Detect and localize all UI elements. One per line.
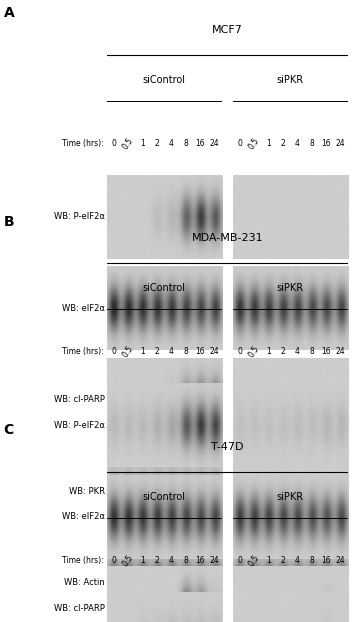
Text: 0: 0 xyxy=(237,348,242,356)
Text: 16: 16 xyxy=(196,556,205,565)
Text: 0.5: 0.5 xyxy=(247,553,261,568)
Text: 0: 0 xyxy=(237,556,242,565)
Text: WB: P-eIF2α: WB: P-eIF2α xyxy=(54,420,105,430)
Text: 24: 24 xyxy=(210,556,219,565)
Text: 24: 24 xyxy=(336,348,345,356)
Text: 1: 1 xyxy=(140,556,145,565)
Text: siControl: siControl xyxy=(143,75,186,85)
Text: siControl: siControl xyxy=(143,492,186,502)
Text: 1: 1 xyxy=(140,348,145,356)
Text: MDA-MB-231: MDA-MB-231 xyxy=(191,233,263,243)
Text: 4: 4 xyxy=(169,348,174,356)
Text: 0: 0 xyxy=(111,556,116,565)
Text: MCF7: MCF7 xyxy=(212,25,242,35)
Text: 16: 16 xyxy=(322,556,331,565)
Text: 8: 8 xyxy=(310,348,314,356)
Text: 4: 4 xyxy=(295,139,300,148)
Text: siPKR: siPKR xyxy=(277,75,304,85)
Text: siPKR: siPKR xyxy=(277,492,304,502)
Text: 4: 4 xyxy=(295,348,300,356)
Text: Time (hrs):: Time (hrs): xyxy=(62,556,103,565)
Text: 8: 8 xyxy=(310,139,314,148)
Text: 8: 8 xyxy=(184,139,188,148)
Text: C: C xyxy=(4,423,14,437)
Text: 24: 24 xyxy=(210,348,219,356)
Text: 0.5: 0.5 xyxy=(247,345,261,360)
Text: 1: 1 xyxy=(266,139,271,148)
Text: 0.5: 0.5 xyxy=(247,136,261,151)
Text: 0: 0 xyxy=(111,139,116,148)
Text: 4: 4 xyxy=(169,139,174,148)
Text: 1: 1 xyxy=(266,556,271,565)
Text: A: A xyxy=(4,6,14,21)
Text: 0.5: 0.5 xyxy=(121,136,135,151)
Text: WB: eIF2α: WB: eIF2α xyxy=(62,304,105,313)
Text: 16: 16 xyxy=(196,348,205,356)
Text: 0.5: 0.5 xyxy=(121,345,135,360)
Text: 1: 1 xyxy=(140,139,145,148)
Text: WB: Actin: WB: Actin xyxy=(64,578,105,587)
Text: 2: 2 xyxy=(280,556,285,565)
Text: 24: 24 xyxy=(336,139,345,148)
Text: 2: 2 xyxy=(280,348,285,356)
Text: 8: 8 xyxy=(184,556,188,565)
Text: siControl: siControl xyxy=(143,284,186,294)
Text: 4: 4 xyxy=(169,556,174,565)
Text: siPKR: siPKR xyxy=(277,284,304,294)
Text: B: B xyxy=(4,215,14,229)
Text: 4: 4 xyxy=(295,556,300,565)
Text: 16: 16 xyxy=(322,348,331,356)
Text: WB: eIF2α: WB: eIF2α xyxy=(62,512,105,521)
Text: 0: 0 xyxy=(237,139,242,148)
Text: 24: 24 xyxy=(210,139,219,148)
Text: 8: 8 xyxy=(184,348,188,356)
Text: 2: 2 xyxy=(154,556,159,565)
Text: Time (hrs):: Time (hrs): xyxy=(62,139,103,148)
Text: 2: 2 xyxy=(154,139,159,148)
Text: 0.5: 0.5 xyxy=(121,553,135,568)
Text: 2: 2 xyxy=(280,139,285,148)
Text: 16: 16 xyxy=(196,139,205,148)
Text: WB: cl-PARP: WB: cl-PARP xyxy=(54,603,105,613)
Text: 1: 1 xyxy=(266,348,271,356)
Text: WB: PKR: WB: PKR xyxy=(69,486,105,496)
Text: 2: 2 xyxy=(154,348,159,356)
Text: 8: 8 xyxy=(310,556,314,565)
Text: T-47D: T-47D xyxy=(211,442,244,452)
Text: WB: P-eIF2α: WB: P-eIF2α xyxy=(54,212,105,221)
Text: 24: 24 xyxy=(336,556,345,565)
Text: 0: 0 xyxy=(111,348,116,356)
Text: 16: 16 xyxy=(322,139,331,148)
Text: Time (hrs):: Time (hrs): xyxy=(62,348,103,356)
Text: WB: cl-PARP: WB: cl-PARP xyxy=(54,395,105,404)
